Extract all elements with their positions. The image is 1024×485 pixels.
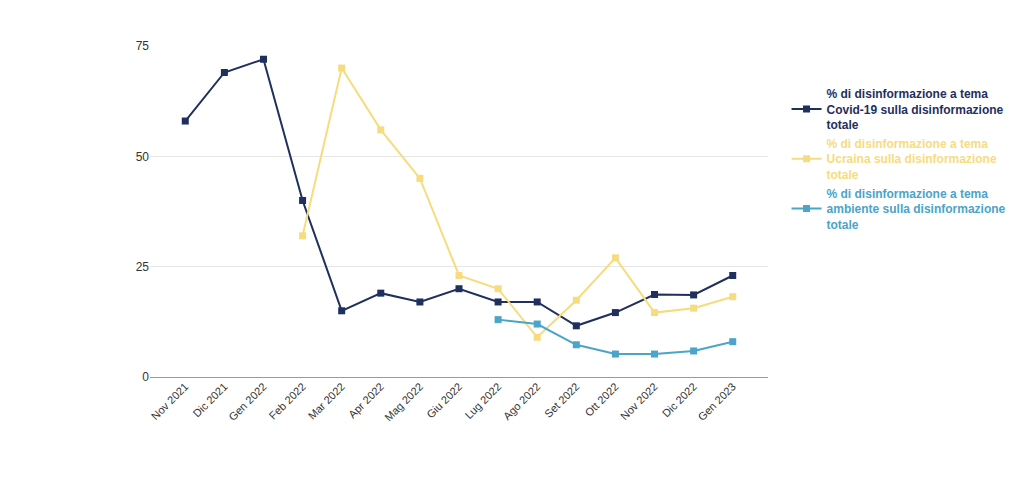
svg-text:Lug 2022: Lug 2022	[462, 380, 503, 421]
svg-text:Mag 2022: Mag 2022	[382, 380, 425, 423]
svg-text:0: 0	[142, 370, 149, 384]
svg-text:% di disinformazione a temaUcr: % di disinformazione a temaUcraina sulla…	[827, 137, 997, 182]
svg-text:Ago 2022: Ago 2022	[501, 380, 543, 422]
svg-text:Dic 2022: Dic 2022	[660, 380, 699, 419]
svg-text:Nov 2021: Nov 2021	[149, 380, 191, 422]
svg-text:Apr 2022: Apr 2022	[346, 380, 386, 420]
svg-text:Gen 2022: Gen 2022	[226, 380, 269, 423]
svg-text:Set 2022: Set 2022	[542, 380, 582, 420]
svg-text:% di disinformazione a temaCov: % di disinformazione a temaCovid-19 sull…	[827, 87, 1004, 132]
svg-text:Giu 2022: Giu 2022	[424, 380, 464, 420]
svg-text:% di disinformazione a temaamb: % di disinformazione a temaambiente sull…	[827, 187, 1006, 232]
svg-text:Feb 2022: Feb 2022	[267, 380, 308, 421]
svg-text:Gen 2023: Gen 2023	[695, 380, 738, 423]
svg-text:25: 25	[136, 260, 150, 274]
svg-text:75: 75	[136, 39, 150, 53]
svg-text:Dic 2021: Dic 2021	[190, 380, 229, 419]
svg-text:Ott 2022: Ott 2022	[582, 380, 620, 418]
svg-text:Nov 2022: Nov 2022	[618, 380, 660, 422]
svg-text:50: 50	[136, 150, 150, 164]
svg-text:Mar 2022: Mar 2022	[306, 380, 347, 421]
